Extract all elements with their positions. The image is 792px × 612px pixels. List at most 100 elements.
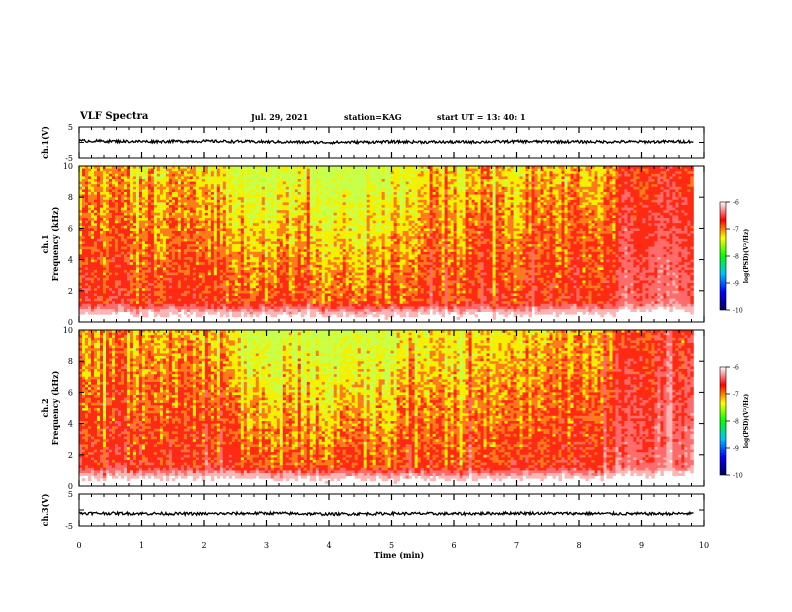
psd-cell: [253, 182, 256, 185]
psd-cell: [145, 176, 148, 179]
psd-cell: [310, 288, 313, 291]
psd-cell: [94, 197, 97, 200]
psd-cell: [286, 278, 289, 281]
psd-cell: [172, 273, 175, 276]
psd-cell: [214, 231, 217, 234]
psd-cell: [181, 223, 184, 226]
psd-cell: [304, 231, 307, 234]
psd-cell: [145, 286, 148, 289]
psd-cell: [295, 179, 298, 182]
psd-cell: [133, 293, 136, 296]
psd-cell: [187, 286, 190, 289]
psd-cell: [115, 275, 118, 278]
psd-cell: [94, 306, 97, 309]
psd-cell: [334, 210, 337, 213]
psd-cell: [217, 247, 220, 250]
psd-cell: [154, 293, 157, 296]
psd-cell: [145, 236, 148, 239]
psd-cell: [253, 218, 256, 221]
psd-cell: [163, 200, 166, 203]
psd-cell: [193, 197, 196, 200]
psd-cell: [241, 182, 244, 185]
psd-cell: [184, 254, 187, 257]
psd-cell: [340, 197, 343, 200]
psd-cell: [145, 273, 148, 276]
psd-cell: [280, 291, 283, 294]
psd-cell: [169, 283, 172, 286]
psd-cell: [298, 249, 301, 252]
psd-cell: [157, 218, 160, 221]
psd-cell: [118, 239, 121, 242]
psd-cell: [313, 257, 316, 260]
psd-cell: [79, 182, 82, 185]
psd-cell: [97, 241, 100, 244]
psd-cell: [169, 265, 172, 268]
psd-cell: [310, 179, 313, 182]
psd-cell: [262, 257, 265, 260]
psd-cell: [100, 187, 103, 190]
psd-cell: [127, 265, 130, 268]
psd-cell: [322, 306, 325, 309]
psd-cell: [190, 195, 193, 198]
psd-cell: [178, 260, 181, 263]
psd-cell: [169, 288, 172, 291]
psd-cell: [121, 221, 124, 224]
psd-cell: [88, 213, 91, 216]
psd-cell: [289, 291, 292, 294]
psd-cell: [211, 213, 214, 216]
psd-cell: [226, 182, 229, 185]
psd-cell: [256, 262, 259, 265]
psd-cell: [79, 286, 82, 289]
psd-cell: [211, 179, 214, 182]
psd-cell: [229, 205, 232, 208]
psd-cell: [226, 252, 229, 255]
psd-cell: [253, 215, 256, 218]
psd-cell: [271, 234, 274, 237]
psd-cell: [151, 293, 154, 296]
psd-cell: [130, 299, 133, 302]
psd-cell: [313, 200, 316, 203]
psd-cell: [181, 306, 184, 309]
psd-cell: [274, 210, 277, 213]
psd-cell: [193, 174, 196, 177]
psd-cell: [268, 257, 271, 260]
psd-cell: [307, 234, 310, 237]
psd-cell: [274, 309, 277, 312]
psd-cell: [220, 257, 223, 260]
psd-cell: [184, 179, 187, 182]
psd-cell: [184, 239, 187, 242]
psd-cell: [316, 241, 319, 244]
psd-cell: [79, 205, 82, 208]
psd-cell: [238, 249, 241, 252]
psd-cell: [271, 231, 274, 234]
psd-cell: [250, 314, 253, 317]
psd-cell: [88, 221, 91, 224]
psd-cell: [271, 169, 274, 172]
psd-cell: [118, 189, 121, 192]
psd-cell: [106, 208, 109, 211]
psd-cell: [190, 299, 193, 302]
psd-cell: [268, 286, 271, 289]
psd-cell: [241, 234, 244, 237]
psd-cell: [292, 244, 295, 247]
psd-cell: [322, 205, 325, 208]
psd-cell: [79, 262, 82, 265]
psd-cell: [193, 301, 196, 304]
psd-cell: [274, 304, 277, 307]
psd-cell: [268, 280, 271, 283]
psd-cell: [199, 309, 202, 312]
psd-cell: [241, 301, 244, 304]
psd-cell: [247, 296, 250, 299]
psd-cell: [136, 267, 139, 270]
psd-cell: [208, 304, 211, 307]
psd-cell: [157, 286, 160, 289]
psd-cell: [154, 260, 157, 263]
psd-cell: [280, 231, 283, 234]
psd-cell: [100, 301, 103, 304]
psd-cell: [229, 262, 232, 265]
psd-cell: [82, 286, 85, 289]
psd-cell: [319, 197, 322, 200]
psd-cell: [238, 301, 241, 304]
psd-cell: [244, 195, 247, 198]
psd-cell: [172, 176, 175, 179]
